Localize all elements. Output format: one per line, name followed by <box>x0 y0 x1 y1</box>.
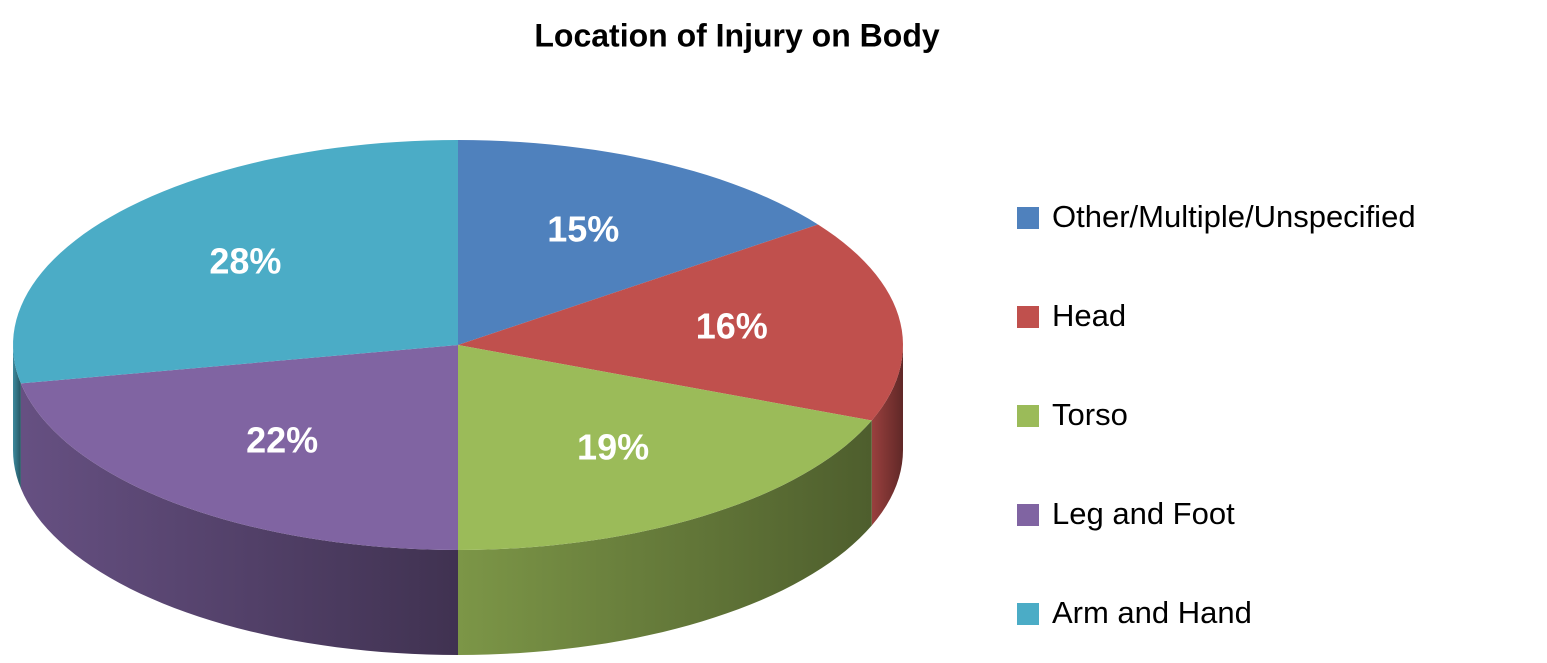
legend-swatch <box>1017 504 1039 526</box>
legend-label: Head <box>1052 298 1126 333</box>
value-label: 22% <box>246 419 318 460</box>
legend-label: Other/Multiple/Unspecified <box>1052 199 1416 234</box>
pie-side <box>20 383 459 655</box>
pie-slice <box>20 345 459 550</box>
pie-side <box>871 345 903 526</box>
chart-title: Location of Injury on Body <box>534 17 940 53</box>
pie-slice <box>13 140 459 384</box>
legend-swatch <box>1017 603 1039 625</box>
legend-label: Torso <box>1052 397 1128 432</box>
legend-label: Leg and Foot <box>1052 496 1235 531</box>
value-label: 15% <box>547 208 619 249</box>
pie-side <box>458 420 872 655</box>
legend-swatch <box>1017 207 1039 229</box>
value-label: 28% <box>209 240 281 281</box>
pie-slice <box>458 224 903 421</box>
legend-swatch <box>1017 306 1039 328</box>
legend-label: Arm and Hand <box>1052 595 1252 630</box>
value-label: 16% <box>696 306 768 347</box>
pie-side <box>13 345 21 489</box>
pie-slice <box>458 140 819 345</box>
value-label: 19% <box>577 427 649 468</box>
pie-slice <box>458 345 872 550</box>
legend-swatch <box>1017 405 1039 427</box>
